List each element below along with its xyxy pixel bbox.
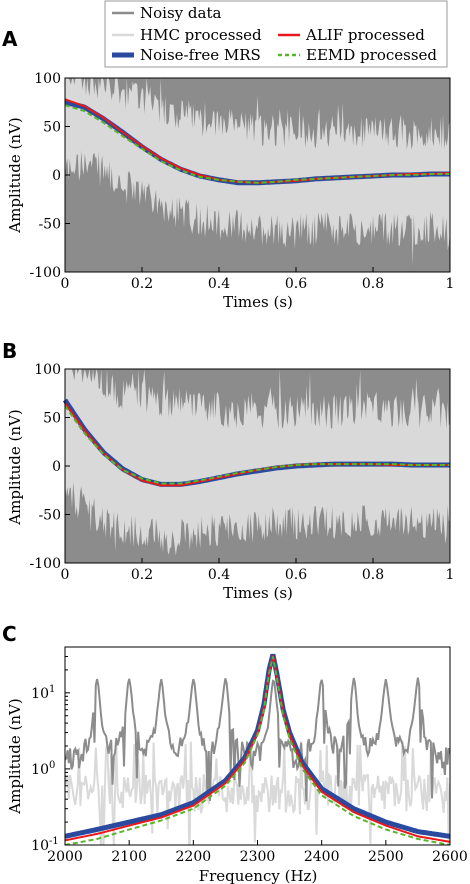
y-tick-exponent: -1 <box>49 836 59 847</box>
eemd-processed-line <box>64 405 450 485</box>
legend-label: ALIF processed <box>305 26 425 44</box>
x-tick-label: 2300 <box>240 849 276 865</box>
x-tick-label: 0 <box>61 276 70 292</box>
panel-letter-b: B <box>2 339 17 363</box>
x-tick-label: 2100 <box>111 849 147 865</box>
panel-c-xlabel: Frequency (Hz) <box>199 867 318 884</box>
y-tick-label: -100 <box>30 265 61 281</box>
x-tick-label: 0.4 <box>208 567 230 583</box>
x-tick-label: 0.2 <box>131 276 153 292</box>
y-tick-label: 100 <box>34 71 61 87</box>
panel-b-chart: 0 0.2 0.4 0.6 0.8 1 -100 -50 0 50 100 <box>30 362 455 583</box>
y-tick-label: 100 <box>34 362 61 378</box>
panel-letter-a: A <box>2 27 18 51</box>
panel-a-xlabel: Times (s) <box>223 293 293 311</box>
y-tick-exponent: 1 <box>49 684 55 695</box>
panel-a-chart: 0 0.2 0.4 0.6 0.8 1 -100 -50 0 50 100 <box>30 71 455 292</box>
panel-b-xlabel: Times (s) <box>223 584 293 602</box>
x-tick-label: 2400 <box>304 849 340 865</box>
x-tick-label: 2000 <box>47 849 83 865</box>
panel-c-ylabel: Amplitude (nV) <box>6 698 24 814</box>
panel-a-ylabel: Amplitude (nV) <box>6 117 24 233</box>
panel-b-ylabel: Amplitude (nV) <box>6 409 24 525</box>
x-tick-label: 0.2 <box>131 567 153 583</box>
x-tick-label: 0.6 <box>285 276 307 292</box>
y-tick-exponent: 0 <box>49 760 55 771</box>
x-tick-label: 1 <box>446 276 455 292</box>
y-tick-label: 0 <box>52 168 61 184</box>
x-tick-label: 1 <box>446 567 455 583</box>
hmc-processed-band <box>65 78 450 267</box>
x-tick-label: 2500 <box>368 849 404 865</box>
legend-label: Noisy data <box>140 4 221 22</box>
x-tick-label: 0.8 <box>362 567 384 583</box>
eemd-processed-line <box>64 104 450 184</box>
noisy-data-spectrum <box>65 677 450 802</box>
y-tick-label: -50 <box>38 508 61 524</box>
panel-letter-c: C <box>2 622 17 646</box>
plot-clip <box>65 653 450 845</box>
hmc-processed-band <box>65 369 450 556</box>
legend-label: Noise-free MRS <box>140 46 261 64</box>
x-tick-label: 2200 <box>176 849 212 865</box>
y-tick-label: 10 <box>31 838 49 854</box>
y-tick-label: -100 <box>30 556 61 572</box>
y-tick-label: 50 <box>43 120 61 136</box>
y-tick-label: 10 <box>31 762 49 778</box>
y-tick-label: 50 <box>43 411 61 427</box>
legend-label: EEMD processed <box>306 46 437 64</box>
legend-box <box>104 0 448 68</box>
y-tick-label: -50 <box>38 217 61 233</box>
legend-label: HMC processed <box>140 26 262 44</box>
eemd-processed-spectrum <box>65 656 450 845</box>
y-tick-label: 10 <box>31 686 49 702</box>
x-tick-label: 2600 <box>432 849 468 865</box>
legend: Noisy data HMC processed Noise-free MRS ALI… <box>104 0 448 68</box>
x-tick-label: 0.8 <box>362 276 384 292</box>
hmc-processed-spectrum <box>65 740 450 845</box>
y-tick-label: 0 <box>52 459 61 475</box>
x-tick-label: 0 <box>61 567 70 583</box>
x-tick-label: 0.6 <box>285 567 307 583</box>
x-tick-label: 0.4 <box>208 276 230 292</box>
